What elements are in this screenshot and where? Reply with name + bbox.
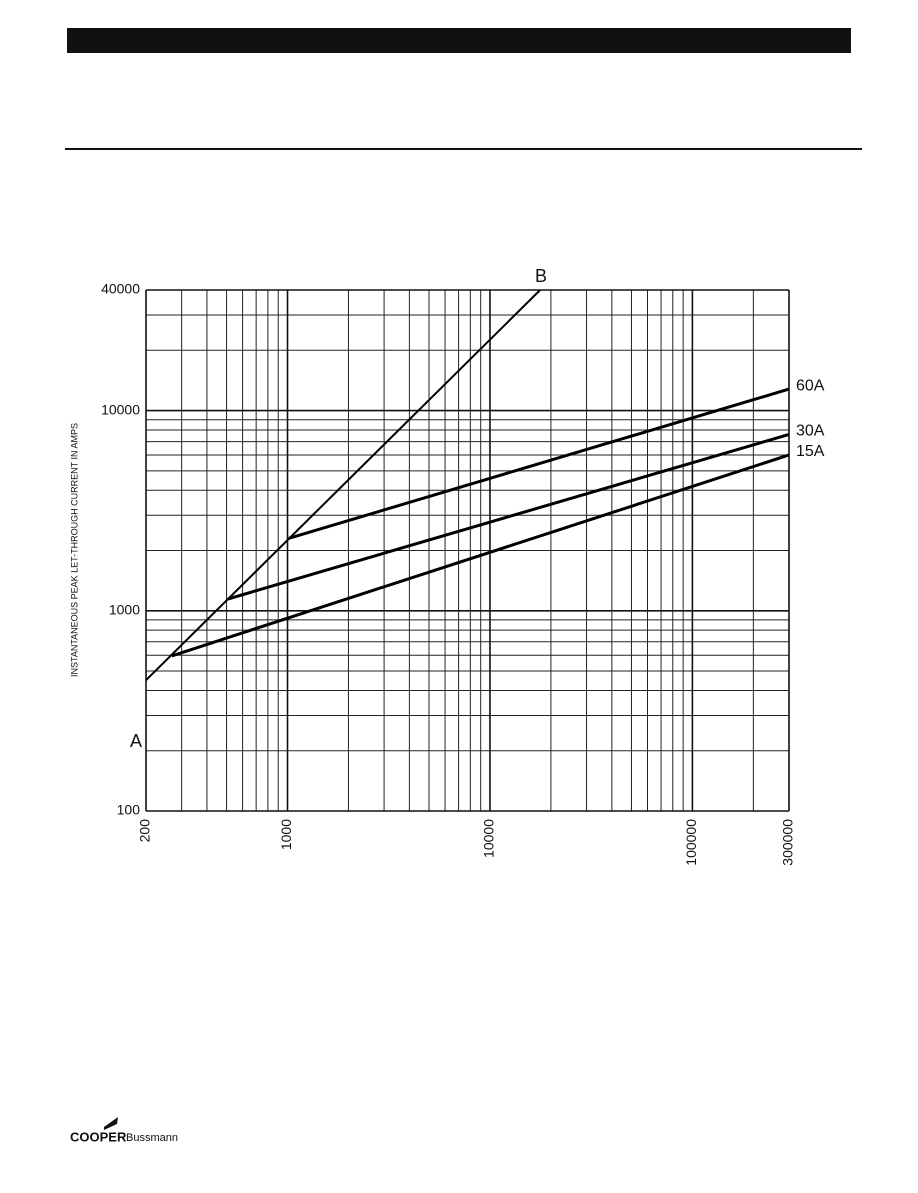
y-axis-title: INSTANTANEOUS PEAK LET-THROUGH CURRENT I…: [69, 423, 79, 677]
annotation: B: [535, 266, 547, 286]
x-tick-label: 300000: [780, 819, 796, 866]
x-tick-label: 1000: [278, 819, 294, 850]
y-tick-label: 10000: [101, 401, 140, 417]
series-line: [145, 289, 541, 681]
series-line: [227, 432, 790, 601]
y-tick-label: 40000: [101, 281, 140, 297]
logo-icon: [104, 1117, 118, 1130]
y-tick-label: 100: [117, 802, 141, 818]
x-tick-label: 100000: [683, 819, 699, 866]
series-label: 15A: [796, 443, 825, 460]
logo-sub: Bussmann: [126, 1132, 178, 1144]
header-bar: [67, 28, 851, 53]
y-tick-label: 1000: [109, 601, 140, 617]
series-line: [171, 453, 790, 658]
series-label: 30A: [796, 423, 825, 440]
series-line: [288, 387, 790, 540]
x-tick-label: 10000: [481, 819, 497, 858]
series-label: 60A: [796, 377, 825, 394]
logo-brand: COOPER: [70, 1129, 127, 1144]
annotation: A: [130, 731, 142, 751]
x-tick-label: 200: [137, 819, 153, 843]
